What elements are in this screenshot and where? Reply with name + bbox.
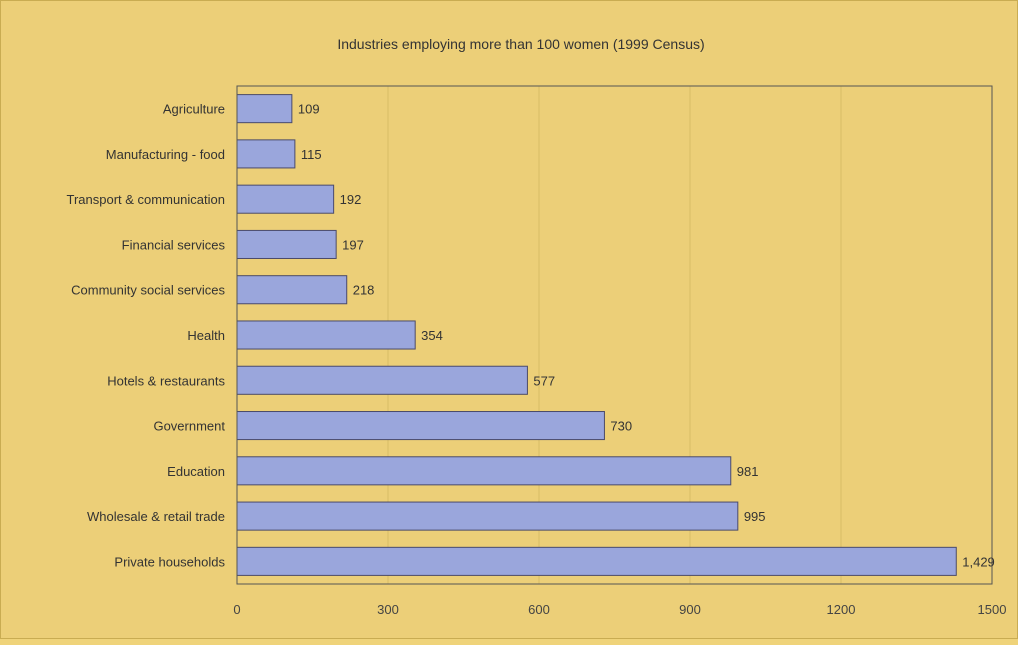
- x-tick-label: 1500: [978, 602, 1007, 617]
- category-label: Health: [187, 328, 225, 343]
- bar: [236, 456, 732, 486]
- value-label: 109: [298, 102, 320, 117]
- value-label: 981: [737, 464, 759, 479]
- category-label: Community social services: [71, 283, 225, 298]
- category-label: Education: [167, 464, 225, 479]
- category-label: Wholesale & retail trade: [87, 509, 225, 524]
- x-tick-label: 0: [233, 602, 240, 617]
- category-label: Manufacturing - food: [106, 147, 225, 162]
- value-label: 192: [340, 192, 362, 207]
- category-label: Private households: [114, 554, 225, 569]
- x-tick-label: 300: [377, 602, 399, 617]
- value-label: 995: [744, 509, 766, 524]
- bars: [236, 94, 957, 576]
- axes: [236, 85, 993, 585]
- value-label: 115: [301, 147, 322, 162]
- category-label: Government: [153, 419, 225, 434]
- value-label: 197: [342, 237, 364, 252]
- category-label: Agriculture: [163, 102, 225, 117]
- bar: [236, 139, 296, 169]
- bar: [236, 546, 957, 576]
- x-tick-label: 1200: [827, 602, 856, 617]
- bar: [236, 365, 528, 395]
- category-label: Transport & communication: [67, 192, 225, 207]
- bar: [236, 275, 348, 305]
- value-label: 730: [610, 419, 632, 434]
- value-label: 577: [533, 373, 555, 388]
- bar: [236, 94, 293, 124]
- bar: [236, 411, 605, 441]
- bar: [236, 229, 337, 259]
- plot-border: [236, 85, 993, 585]
- category-label: Hotels & restaurants: [107, 373, 225, 388]
- bar: [236, 320, 416, 350]
- x-tick-label: 600: [528, 602, 550, 617]
- bar: [236, 501, 739, 531]
- labels: 0 300 600 900 1200 1500 Agriculture 109 Manufact…: [67, 102, 1007, 617]
- x-tick-label: 900: [679, 602, 701, 617]
- bar: [236, 184, 335, 214]
- chart-title: Industries employing more than 100 women…: [337, 36, 704, 52]
- value-label: 218: [353, 283, 375, 298]
- category-label: Financial services: [122, 237, 226, 252]
- value-label: 1,429: [962, 554, 995, 569]
- value-label: 354: [421, 328, 443, 343]
